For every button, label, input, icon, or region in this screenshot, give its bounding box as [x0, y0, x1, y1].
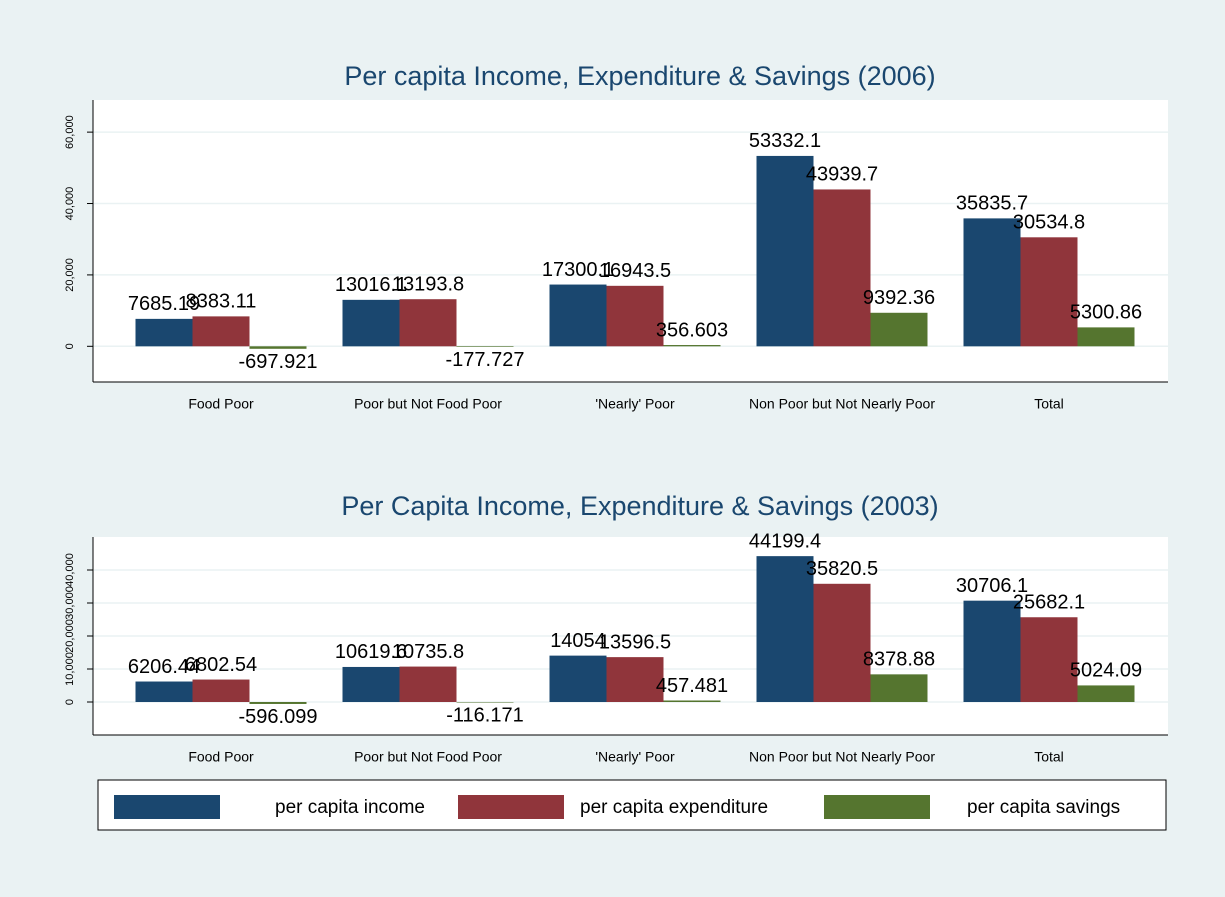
value-label: 7685.19 [128, 293, 200, 315]
x-tick-label: Poor but Not Food Poor [354, 749, 502, 765]
value-label: 35820.5 [806, 558, 878, 580]
y-tick-label: 0 [64, 699, 76, 705]
value-label: 6802.54 [185, 654, 257, 676]
y-tick-label: 20,000 [64, 619, 76, 653]
legend-label: per capita expenditure [580, 797, 768, 818]
bar [663, 345, 721, 347]
legend-swatch [458, 795, 564, 819]
bar [606, 285, 664, 347]
value-label: 53332.1 [749, 130, 821, 152]
bar [192, 316, 250, 347]
bar [606, 657, 664, 702]
value-label: 10735.8 [392, 641, 464, 663]
chart-title: Per capita Income, Expenditure & Savings… [344, 61, 935, 91]
bar [135, 318, 193, 347]
x-tick-label: Food Poor [188, 749, 254, 765]
y-tick-label: 60,000 [64, 115, 76, 149]
y-tick-label: 30,000 [64, 586, 76, 620]
value-label: 13596.5 [599, 631, 671, 653]
value-label: 35835.7 [956, 193, 1028, 215]
x-tick-label: 'Nearly' Poor [595, 396, 675, 412]
value-label: -596.099 [239, 706, 318, 728]
bar [249, 702, 307, 704]
value-label: 356.603 [656, 319, 728, 341]
value-label: 5300.86 [1070, 302, 1142, 324]
y-tick-label: 40,000 [64, 187, 76, 221]
value-label: -697.921 [239, 351, 318, 373]
legend-swatch [824, 795, 930, 819]
bar [663, 700, 721, 702]
bar [756, 155, 814, 347]
value-label: 8383.11 [186, 291, 257, 313]
x-tick-label: Total [1034, 396, 1064, 412]
value-label: -177.727 [446, 349, 525, 371]
bar [135, 681, 193, 702]
bar [756, 556, 814, 702]
y-tick-label: 0 [64, 343, 76, 349]
bar [813, 583, 871, 702]
value-label: 14054 [550, 630, 606, 652]
value-label: 43939.7 [806, 164, 878, 186]
value-label: -116.171 [446, 705, 523, 727]
bar [192, 679, 250, 702]
legend-swatch [114, 795, 220, 819]
value-label: 16943.5 [599, 260, 671, 282]
value-label: 6206.44 [128, 656, 200, 678]
legend-label: per capita income [275, 797, 425, 818]
bar [456, 346, 514, 347]
bar [342, 666, 400, 702]
legend-box [97, 779, 1167, 831]
x-tick-label: Non Poor but Not Nearly Poor [749, 749, 935, 765]
value-label: 30534.8 [1013, 212, 1085, 234]
value-label: 10619.6 [335, 641, 407, 663]
chart-title: Per Capita Income, Expenditure & Savings… [341, 491, 938, 521]
bar [813, 189, 871, 347]
y-tick-label: 40,000 [64, 553, 76, 587]
x-tick-label: Food Poor [188, 396, 254, 412]
value-label: 25682.1 [1013, 592, 1085, 614]
x-tick-label: Non Poor but Not Nearly Poor [749, 396, 935, 412]
y-tick-label: 20,000 [64, 258, 76, 292]
x-tick-label: Total [1034, 749, 1064, 765]
bar [342, 299, 400, 347]
x-tick-label: 'Nearly' Poor [595, 749, 675, 765]
legend-label: per capita savings [967, 797, 1120, 818]
value-label: 30706.1 [956, 575, 1028, 597]
bar [399, 666, 457, 702]
bar [549, 655, 607, 702]
bar [1077, 685, 1135, 702]
bar [1020, 617, 1078, 702]
y-tick-label: 10,000 [64, 652, 76, 686]
bar [963, 600, 1021, 702]
value-label: 8378.88 [863, 649, 935, 671]
x-tick-label: Poor but Not Food Poor [354, 396, 502, 412]
bar [963, 218, 1021, 347]
value-label: 9392.36 [863, 287, 935, 309]
bar [870, 312, 928, 347]
value-label: 5024.09 [1070, 660, 1142, 682]
bar [399, 299, 457, 347]
value-label: 44199.4 [749, 530, 821, 552]
value-label: 17300.1 [542, 259, 614, 281]
bar [1020, 237, 1078, 347]
bar [456, 702, 514, 703]
bar [1077, 327, 1135, 347]
bar [870, 674, 928, 702]
value-label: 457.481 [656, 675, 728, 697]
bar [249, 346, 307, 349]
value-label: 13016.1 [335, 274, 407, 296]
value-label: 13193.8 [392, 273, 464, 295]
bar [549, 284, 607, 347]
